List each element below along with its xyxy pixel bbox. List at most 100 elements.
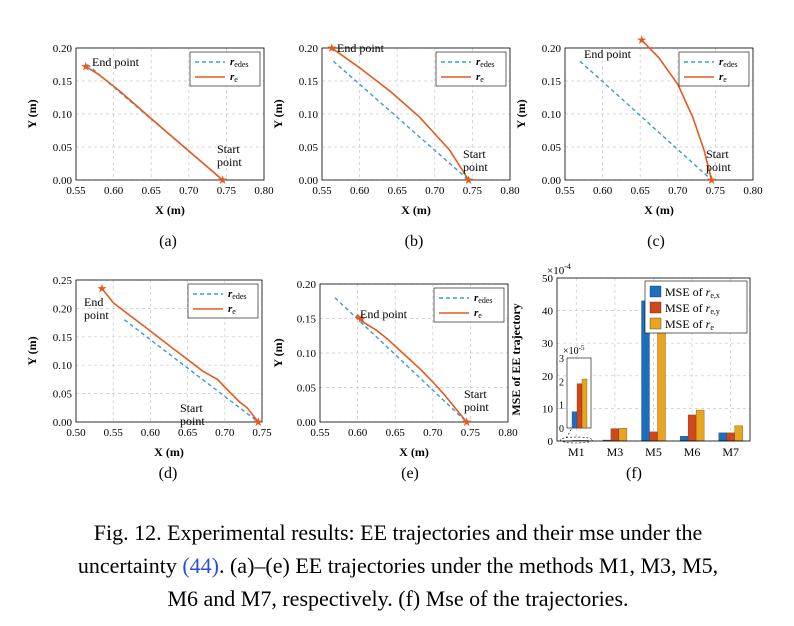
panel-label: (d) xyxy=(159,465,178,482)
bar xyxy=(695,409,705,442)
y-tick-label: 0.20 xyxy=(299,43,319,55)
legend-subscript: e xyxy=(710,323,714,332)
legend-box xyxy=(189,51,261,87)
x-tick-label: 0.80 xyxy=(743,185,763,197)
legend-entry-desired: redes xyxy=(719,56,738,69)
legend-box xyxy=(187,283,259,319)
legend-swatch xyxy=(649,285,662,298)
legend-subscript: edes xyxy=(723,60,737,69)
x-tick-label: 0.70 xyxy=(215,427,235,439)
x-tick-label: 0.70 xyxy=(423,427,443,439)
desired-trajectory-line xyxy=(332,60,470,181)
end-star-marker: ★ xyxy=(97,282,108,296)
y-tick-label: 0.20 xyxy=(53,43,73,55)
x-axis-label: X (m) xyxy=(401,203,431,217)
x-tick-label: M7 xyxy=(722,445,739,459)
annotation-label: Start xyxy=(180,401,203,415)
x-tick-label: 0.70 xyxy=(425,185,445,197)
legend-entry-desired: redes xyxy=(228,288,247,301)
plot-frame xyxy=(75,279,263,423)
inset-scale-exponent: -5 xyxy=(579,344,585,352)
y-tick-label: 0.10 xyxy=(542,109,562,121)
start-star-marker: ★ xyxy=(461,415,472,429)
legend-entry-actual: re xyxy=(230,71,238,84)
caption-text: . (a)–(e) EE trajectories under the meth… xyxy=(218,553,719,578)
x-tick-label: 0.80 xyxy=(254,185,274,197)
x-tick-label: 0.50 xyxy=(66,427,86,439)
annotation-label: Start xyxy=(217,142,240,156)
legend-swatch xyxy=(649,301,662,314)
plot-frame xyxy=(321,47,511,181)
legend-subscript: e xyxy=(234,75,238,84)
x-tick-label: 0.55 xyxy=(104,427,124,439)
y-tick-label: 0.20 xyxy=(542,43,562,55)
citation-link[interactable]: (44) xyxy=(182,553,219,578)
chart-c: 0.55 0.60 0.65 0.70 0.75 0.80 0.00 0.05 0.10 0.15… xyxy=(514,33,763,250)
x-tick-label: 0.55 xyxy=(310,427,330,439)
y-axis-label: Y (m) xyxy=(514,99,528,128)
y-tick-label: 0.10 xyxy=(53,109,73,121)
y-tick-label: 0.20 xyxy=(53,303,73,315)
y-axis-label: Y (m) xyxy=(271,338,285,367)
legend-entry: MSE of re,x xyxy=(665,285,720,300)
inset-y-tick-label: 2 xyxy=(559,377,564,388)
bar xyxy=(734,425,743,442)
inset-connector xyxy=(566,427,573,439)
y-tick-label: 30 xyxy=(542,338,554,350)
y-axis-label: MSE of EE trajectory xyxy=(509,303,523,415)
x-tick-label: 0.75 xyxy=(217,185,237,197)
y-tick-label: 40 xyxy=(542,306,554,318)
plot-frame xyxy=(564,47,754,181)
y-tick-label: 0.15 xyxy=(53,332,73,344)
caption-text: uncertainty xyxy=(77,553,183,578)
figure-caption: Fig. 12. Experimental results: EE trajec… xyxy=(18,516,778,615)
panel-label: (e) xyxy=(401,465,419,482)
legend-entry: MSE of re xyxy=(665,317,714,332)
legend-symbol: r xyxy=(706,317,711,331)
annotation-label: End point xyxy=(92,55,140,69)
x-tick-label: M1 xyxy=(568,445,585,459)
x-tick-label: M6 xyxy=(684,445,701,459)
x-tick-label: 0.70 xyxy=(179,185,199,197)
panel-label: (a) xyxy=(159,233,177,250)
actual-trajectory-line xyxy=(331,47,470,181)
x-tick-label: 0.65 xyxy=(388,185,408,197)
y-tick-label: 0.10 xyxy=(299,109,319,121)
legend-subscript: e xyxy=(478,311,482,320)
annotation-label: point xyxy=(464,400,489,414)
annotation-label: Start xyxy=(464,387,487,401)
y-tick-label: 0.00 xyxy=(297,417,317,429)
legend-subscript: e xyxy=(232,307,236,316)
legend-box xyxy=(678,51,750,87)
x-tick-label: M3 xyxy=(607,445,624,459)
inset-bar xyxy=(576,383,583,429)
legend-subscript: e xyxy=(480,75,484,84)
legend-subscript: edes xyxy=(478,296,492,305)
legend-entry: MSE of re,y xyxy=(665,301,720,316)
y-tick-label: 0.20 xyxy=(297,279,317,291)
legend-entry-actual: re xyxy=(474,307,482,320)
start-star-marker: ★ xyxy=(463,173,474,187)
annotation-label: point xyxy=(706,160,731,174)
legend-entry-actual: re xyxy=(719,71,727,84)
legend-entry-actual: re xyxy=(228,303,236,316)
desired-trajectory-line xyxy=(123,319,259,423)
annotation-label: End point xyxy=(584,47,632,61)
desired-trajectory-line xyxy=(579,60,713,181)
annotation-label: Start xyxy=(463,147,486,161)
x-tick-label: M5 xyxy=(645,445,662,459)
y-tick-label: 20 xyxy=(542,371,554,383)
inset-y-tick-label: 3 xyxy=(559,354,564,365)
end-star-marker: ★ xyxy=(636,33,647,47)
legend-swatch xyxy=(649,317,662,330)
x-tick-label: 0.60 xyxy=(141,427,161,439)
x-axis-label: X (m) xyxy=(154,445,184,459)
legend-entry-desired: redes xyxy=(230,56,249,69)
plot-frame xyxy=(319,283,509,423)
y-tick-label: 10 xyxy=(542,403,554,415)
legend-subscript: e,x xyxy=(710,291,720,300)
legend-entry-desired: redes xyxy=(474,292,493,305)
y-tick-label: 0.05 xyxy=(542,142,562,154)
